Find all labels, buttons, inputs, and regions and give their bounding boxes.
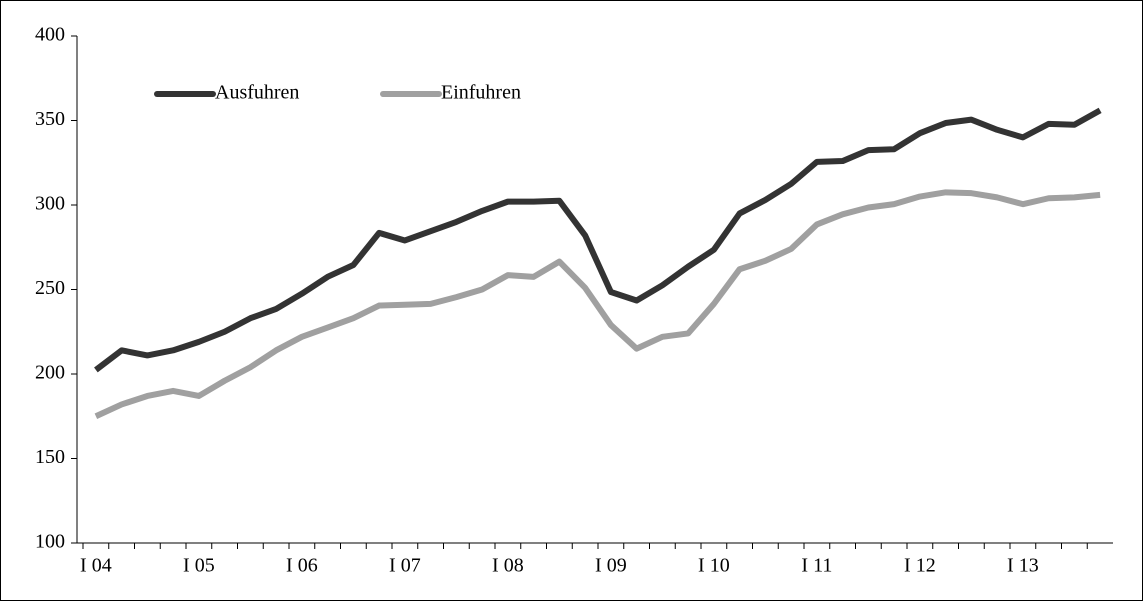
y-tick-label: 350 <box>35 108 65 130</box>
y-tick-label: 150 <box>35 446 65 468</box>
x-tick-label: I 10 <box>698 555 730 577</box>
x-tick-label: I 06 <box>286 555 318 577</box>
x-tick-label: I 04 <box>80 555 112 577</box>
x-tick-label: I 05 <box>183 555 215 577</box>
x-tick-label: I 13 <box>1007 555 1039 577</box>
y-tick-label: 300 <box>35 193 65 215</box>
legend-label: Einfuhren <box>441 82 521 104</box>
y-tick-label: 200 <box>35 362 65 384</box>
data-line <box>94 107 1102 373</box>
legend-label: Ausfuhren <box>215 82 299 104</box>
x-tick-label: I 08 <box>492 555 524 577</box>
data-line <box>94 189 1101 419</box>
x-tick-label: I 11 <box>801 555 832 577</box>
y-tick-label: 250 <box>35 277 65 299</box>
x-tick-label: I 12 <box>904 555 936 577</box>
y-tick-label: 100 <box>35 531 65 553</box>
x-tick-label: I 07 <box>389 555 421 577</box>
x-tick-label: I 09 <box>595 555 627 577</box>
y-tick-label: 400 <box>35 24 65 46</box>
